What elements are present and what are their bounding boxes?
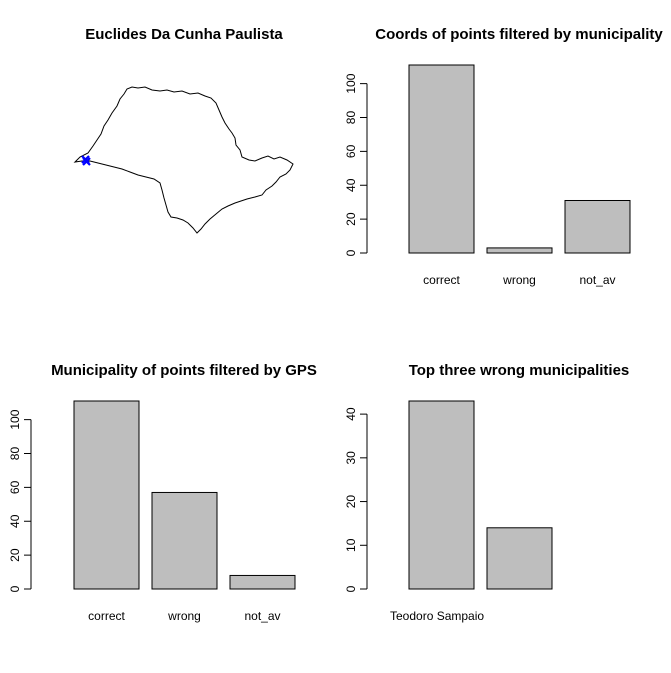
y-tick-label: 10 (344, 538, 358, 552)
bar-chart-coords-filtered: Coords of points filtered by municipalit… (344, 26, 663, 287)
bar (486, 247, 553, 254)
map-panel: Euclides Da Cunha Paulista (73, 26, 294, 234)
y-tick-label: 80 (344, 111, 358, 125)
bar (73, 400, 140, 590)
y-tick-label: 20 (8, 548, 22, 562)
y-tick-label: 0 (344, 585, 358, 592)
category-label: wrong (502, 273, 536, 287)
y-tick-label: 0 (8, 585, 22, 592)
y-tick-label: 0 (344, 249, 358, 256)
y-tick-label: 40 (344, 178, 358, 192)
y-tick-label: 40 (8, 514, 22, 528)
bar-chart-top-wrong-municipalities: Top three wrong municipalities 0 10 20 30 40 T… (344, 362, 629, 623)
chart-title: Municipality of points filtered by GPS (51, 362, 317, 379)
y-tick-label: 20 (344, 495, 358, 509)
y-tick-label: 100 (344, 73, 358, 93)
y-tick-label: 60 (8, 480, 22, 494)
chart-title: Coords of points filtered by municipalit… (375, 26, 663, 43)
category-label: correct (423, 273, 460, 287)
chart-title: Top three wrong municipalities (409, 362, 630, 379)
bar (486, 527, 553, 590)
bar (408, 400, 475, 590)
bar-chart-municipality-filtered: Municipality of points filtered by GPS 0 2… (8, 362, 317, 623)
sao-paulo-state-outline (73, 86, 294, 234)
bar (564, 199, 631, 254)
bar (151, 491, 218, 590)
point-marker-x-icon (81, 155, 91, 166)
category-label: not_av (579, 273, 615, 287)
category-label: wrong (167, 609, 201, 623)
category-label: not_av (244, 609, 280, 623)
y-tick-label: 100 (8, 409, 22, 429)
bar (229, 574, 296, 590)
category-label: Teodoro Sampaio (390, 609, 484, 623)
bar (408, 64, 475, 254)
y-tick-label: 30 (344, 451, 358, 465)
category-label: correct (88, 609, 125, 623)
y-tick-label: 60 (344, 144, 358, 158)
y-tick-label: 20 (344, 212, 358, 226)
y-tick-label: 80 (8, 447, 22, 461)
map-title: Euclides Da Cunha Paulista (85, 26, 283, 43)
y-tick-label: 40 (344, 407, 358, 421)
